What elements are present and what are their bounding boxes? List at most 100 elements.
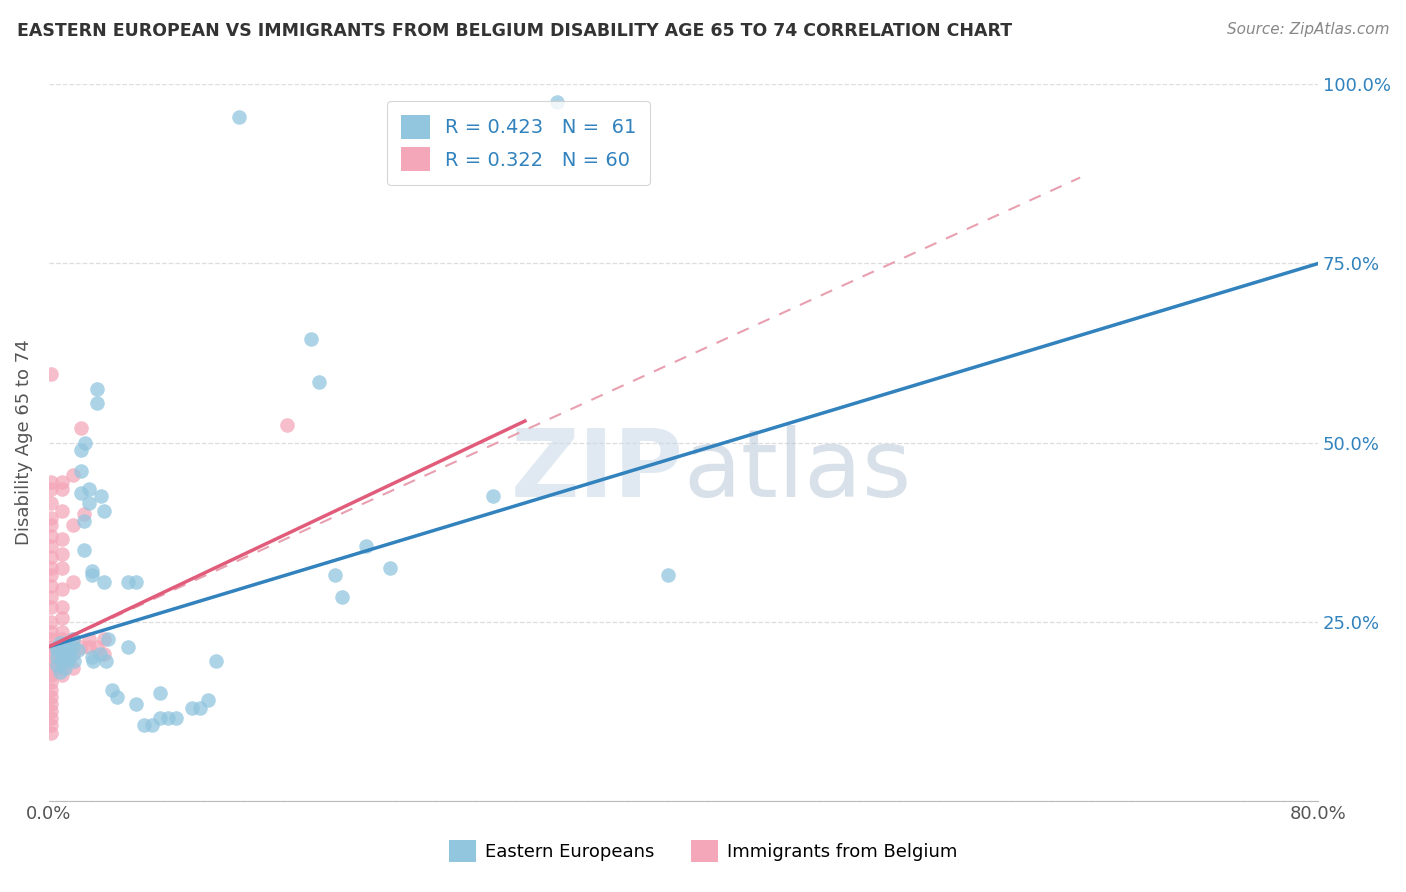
Point [53, 636, 76, 650]
Point [45, 640, 67, 654]
Point [125, 697, 148, 711]
Point [149, 711, 172, 725]
Point [39, 517, 62, 532]
Point [45, 650, 67, 665]
Point [39, 561, 62, 575]
Point [51, 654, 73, 668]
Point [105, 690, 128, 704]
Text: Source: ZipAtlas.com: Source: ZipAtlas.com [1226, 22, 1389, 37]
Point [69, 421, 91, 435]
Point [82, 654, 104, 668]
Point [93, 647, 115, 661]
Point [51, 625, 73, 640]
Point [51, 547, 73, 561]
Point [299, 332, 322, 346]
Point [39, 615, 62, 629]
Point [39, 711, 62, 725]
Point [125, 575, 148, 590]
Legend: R = 0.423   N =  61, R = 0.322   N = 60: R = 0.423 N = 61, R = 0.322 N = 60 [387, 102, 650, 185]
Point [80, 568, 103, 582]
Point [66, 643, 89, 657]
Point [51, 532, 73, 546]
Text: EASTERN EUROPEAN VS IMMIGRANTS FROM BELGIUM DISABILITY AGE 65 TO 74 CORRELATION : EASTERN EUROPEAN VS IMMIGRANTS FROM BELG… [17, 22, 1012, 40]
Point [39, 579, 62, 593]
Point [62, 661, 84, 675]
Point [80, 650, 103, 665]
Point [94, 654, 117, 668]
Point [75, 435, 97, 450]
Point [308, 375, 330, 389]
Point [45, 643, 67, 657]
Point [62, 632, 84, 647]
Point [89, 647, 111, 661]
Point [39, 600, 62, 615]
Point [86, 640, 108, 654]
Point [39, 496, 62, 510]
Point [51, 661, 73, 675]
Point [77, 632, 100, 647]
Point [141, 718, 163, 732]
Text: ZIP: ZIP [510, 425, 683, 517]
Point [69, 485, 91, 500]
Point [117, 640, 139, 654]
Point [51, 647, 73, 661]
Point [77, 496, 100, 510]
Point [51, 475, 73, 489]
Point [97, 632, 120, 647]
Point [39, 540, 62, 554]
Point [73, 514, 96, 528]
Point [80, 565, 103, 579]
Point [165, 711, 187, 725]
Point [149, 686, 172, 700]
Point [39, 590, 62, 604]
Point [62, 575, 84, 590]
Point [58, 650, 80, 665]
Point [45, 657, 67, 672]
Point [62, 467, 84, 482]
Point [56, 643, 79, 657]
Point [39, 568, 62, 582]
Point [86, 396, 108, 410]
Point [197, 693, 219, 707]
Point [62, 632, 84, 647]
Point [62, 640, 84, 654]
Point [546, 95, 568, 110]
Point [77, 640, 100, 654]
Point [39, 625, 62, 640]
Point [49, 636, 72, 650]
Point [39, 682, 62, 697]
Point [101, 682, 124, 697]
Point [39, 675, 62, 690]
Point [51, 632, 73, 647]
Point [51, 668, 73, 682]
Point [134, 718, 156, 732]
Point [62, 517, 84, 532]
Point [39, 368, 62, 382]
Point [93, 575, 115, 590]
Point [39, 725, 62, 739]
Point [39, 718, 62, 732]
Point [39, 661, 62, 675]
Point [51, 582, 73, 597]
Point [39, 475, 62, 489]
Point [53, 661, 76, 675]
Point [63, 654, 86, 668]
Point [180, 700, 202, 714]
Point [51, 611, 73, 625]
Point [69, 442, 91, 457]
Point [73, 507, 96, 521]
Point [51, 482, 73, 496]
Point [657, 568, 679, 582]
Point [39, 550, 62, 565]
Point [86, 382, 108, 396]
Point [62, 647, 84, 661]
Point [51, 600, 73, 615]
Point [93, 503, 115, 517]
Point [39, 668, 62, 682]
Point [90, 489, 112, 503]
Point [39, 640, 62, 654]
Point [39, 482, 62, 496]
Point [51, 561, 73, 575]
Point [93, 632, 115, 647]
Point [378, 561, 401, 575]
